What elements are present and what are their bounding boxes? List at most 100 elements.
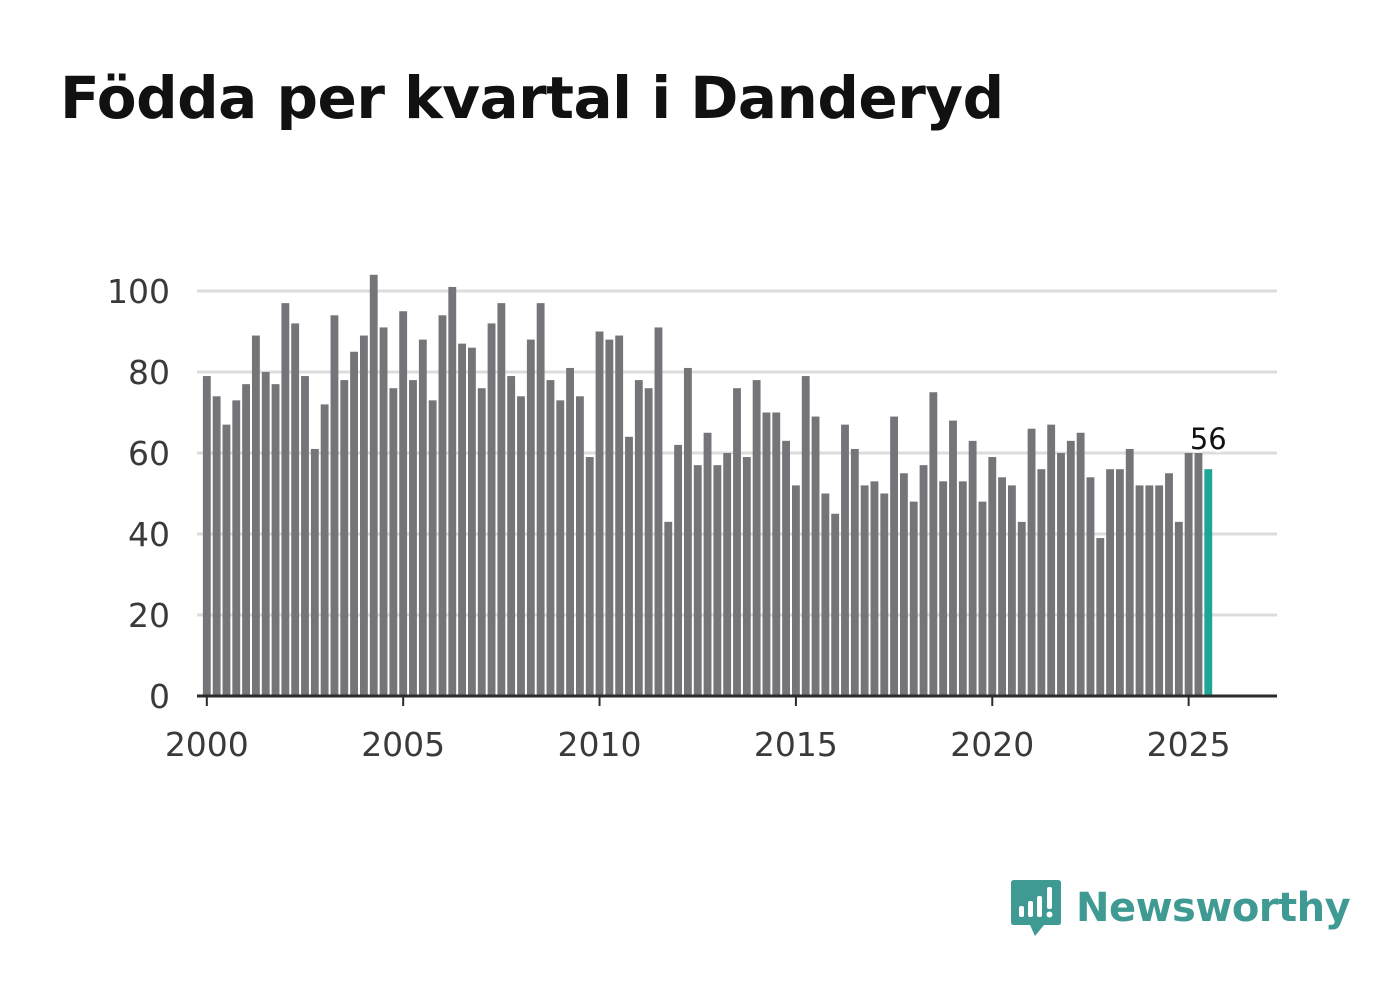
y-tick-label: 20 (128, 596, 170, 635)
bar (1165, 473, 1173, 696)
bar (428, 400, 437, 696)
bar (1145, 485, 1154, 696)
bar (232, 400, 241, 696)
bar (939, 481, 948, 696)
bar (723, 453, 732, 696)
bar (212, 396, 221, 696)
bar (998, 477, 1007, 696)
axes: 0 20 40 60 80 100 2000 2005 2010 2015 2020 2025 (107, 272, 1277, 764)
bar (340, 380, 349, 696)
bar (261, 372, 270, 696)
bar (458, 343, 467, 696)
bar (291, 323, 300, 696)
bar (949, 420, 957, 696)
bar (988, 457, 997, 696)
bar (399, 311, 408, 696)
bar (1135, 485, 1144, 696)
bar (526, 339, 535, 696)
bar (418, 339, 427, 696)
bar (251, 335, 260, 696)
bar (330, 315, 339, 696)
bar (467, 347, 476, 696)
bar (242, 384, 251, 696)
bar (752, 380, 761, 696)
bar (1155, 485, 1164, 696)
bar (929, 392, 938, 696)
bar (683, 367, 692, 696)
bar (733, 388, 741, 696)
bar (713, 465, 722, 696)
bar (978, 501, 987, 696)
bar (664, 521, 673, 696)
bar (742, 457, 751, 696)
bar (615, 335, 624, 696)
bar (850, 448, 859, 696)
bar (389, 388, 398, 696)
x-tick-label: 2000 (165, 725, 249, 764)
bar (772, 412, 781, 696)
bar (517, 396, 525, 696)
y-tick-label: 100 (107, 272, 170, 311)
bar (585, 457, 594, 696)
bar (880, 493, 889, 696)
bar (487, 323, 496, 696)
bar (1007, 485, 1016, 696)
brand-name: Newsworthy (1076, 885, 1351, 931)
x-tick-label: 2015 (754, 725, 838, 764)
y-tick-label: 60 (128, 434, 170, 473)
bar (1106, 469, 1115, 696)
bar (301, 376, 309, 696)
bar-highlight (1204, 469, 1213, 696)
bar (1174, 521, 1183, 696)
bar (644, 388, 653, 696)
data-label-latest: 56 (1190, 422, 1227, 456)
bar (801, 376, 810, 696)
bar (575, 396, 584, 696)
brand-logo: Newsworthy (1010, 878, 1351, 938)
x-tick-label: 2020 (950, 725, 1034, 764)
bar (703, 432, 712, 696)
bar (831, 513, 840, 696)
bar (909, 501, 918, 696)
bar (566, 367, 575, 696)
bar (791, 485, 800, 696)
bar (1076, 432, 1085, 696)
bar (919, 465, 928, 696)
bar (1096, 538, 1105, 696)
bar (536, 303, 545, 696)
bar (654, 327, 663, 696)
y-tick-label: 80 (128, 353, 170, 392)
x-tick-label: 2005 (361, 725, 445, 764)
bar (281, 303, 290, 696)
chart-title: Födda per kvartal i Danderyd (60, 64, 1004, 132)
bar (674, 444, 683, 696)
bar (1086, 477, 1095, 696)
bar (369, 274, 378, 696)
bar (1047, 424, 1056, 696)
y-tick-label: 40 (128, 515, 170, 554)
bar (202, 376, 211, 696)
bar (477, 388, 486, 696)
bar (507, 376, 516, 696)
bar (438, 315, 447, 696)
y-tick-label: 0 (149, 677, 170, 716)
bar (762, 412, 771, 696)
bar (1037, 469, 1046, 696)
bar (821, 493, 830, 696)
bar (899, 473, 908, 696)
bar (1027, 428, 1036, 696)
bar (1115, 469, 1124, 696)
bar (958, 481, 967, 696)
x-tick-label: 2025 (1147, 725, 1231, 764)
bars (202, 274, 1213, 696)
bar (409, 380, 417, 696)
bar (1017, 521, 1026, 696)
bar (1194, 453, 1203, 696)
bar (605, 339, 614, 696)
bar (870, 481, 879, 696)
newsworthy-bars-logo-icon (1011, 880, 1061, 936)
bar (379, 327, 388, 696)
bar (1184, 453, 1193, 696)
bar (693, 465, 702, 696)
bar (320, 404, 329, 696)
